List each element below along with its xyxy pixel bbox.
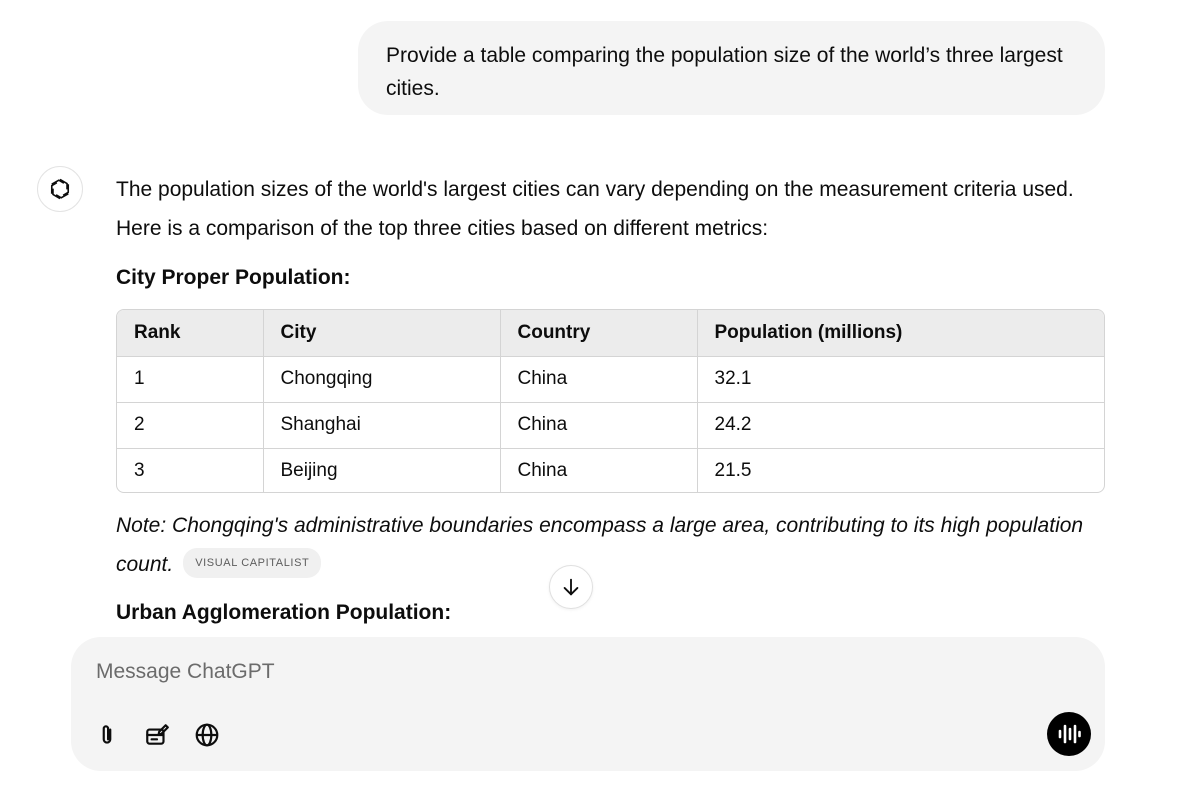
cell-population: 32.1 — [697, 356, 1104, 403]
cell-rank: 2 — [117, 402, 264, 449]
message-composer — [71, 637, 1105, 771]
message-input[interactable] — [96, 655, 996, 689]
cell-country: China — [500, 402, 698, 449]
header-country: Country — [500, 310, 698, 357]
cell-rank: 1 — [117, 356, 264, 403]
canvas-icon — [146, 724, 169, 745]
assistant-message: The population sizes of the world's larg… — [116, 170, 1106, 248]
voice-mode-button[interactable] — [1047, 712, 1091, 756]
user-message-bubble: Provide a table comparing the population… — [358, 21, 1105, 115]
user-message-text: Provide a table comparing the population… — [386, 44, 1063, 100]
canvas-button[interactable] — [139, 717, 175, 753]
cell-population: 24.2 — [697, 402, 1104, 449]
population-table: Rank City Country Population (millions) … — [116, 309, 1105, 493]
table-row: 1 Chongqing China 32.1 — [117, 356, 1104, 403]
table-row: 2 Shanghai China 24.2 — [117, 402, 1104, 449]
scroll-to-bottom-button[interactable] — [549, 565, 593, 609]
cell-city: Beijing — [263, 448, 501, 492]
paperclip-icon — [102, 725, 112, 744]
attach-button[interactable] — [89, 717, 125, 753]
header-population: Population (millions) — [697, 310, 1104, 357]
globe-icon — [195, 723, 219, 747]
cell-population: 21.5 — [714, 460, 752, 482]
web-search-button[interactable] — [189, 717, 225, 753]
openai-logo-icon — [50, 178, 70, 200]
header-city: City — [263, 310, 501, 357]
source-citation-badge[interactable]: VISUAL CAPITALIST — [183, 548, 322, 579]
assistant-intro-text: The population sizes of the world's larg… — [116, 178, 1074, 240]
table-header-row: Rank City Country Population (millions) — [117, 310, 1104, 357]
cell-rank: 3 — [117, 448, 264, 492]
cell-country: China — [500, 448, 698, 492]
section-heading-city-proper: City Proper Population: — [116, 266, 351, 289]
header-rank: Rank — [117, 310, 264, 357]
cell-country: China — [500, 356, 698, 403]
note-paragraph: Note: Chongqing's administrative boundar… — [116, 506, 1106, 584]
note-text: Note: Chongqing's administrative boundar… — [116, 514, 1084, 576]
assistant-avatar — [37, 166, 83, 212]
table-row: 3 Beijing China 21.5 — [117, 448, 1104, 492]
arrow-down-icon — [563, 578, 579, 596]
voice-waveform-icon — [1058, 724, 1081, 744]
cell-city: Shanghai — [263, 402, 501, 449]
section-heading-urban-agglomeration: Urban Agglomeration Population: — [116, 601, 452, 624]
cell-city: Chongqing — [263, 356, 501, 403]
